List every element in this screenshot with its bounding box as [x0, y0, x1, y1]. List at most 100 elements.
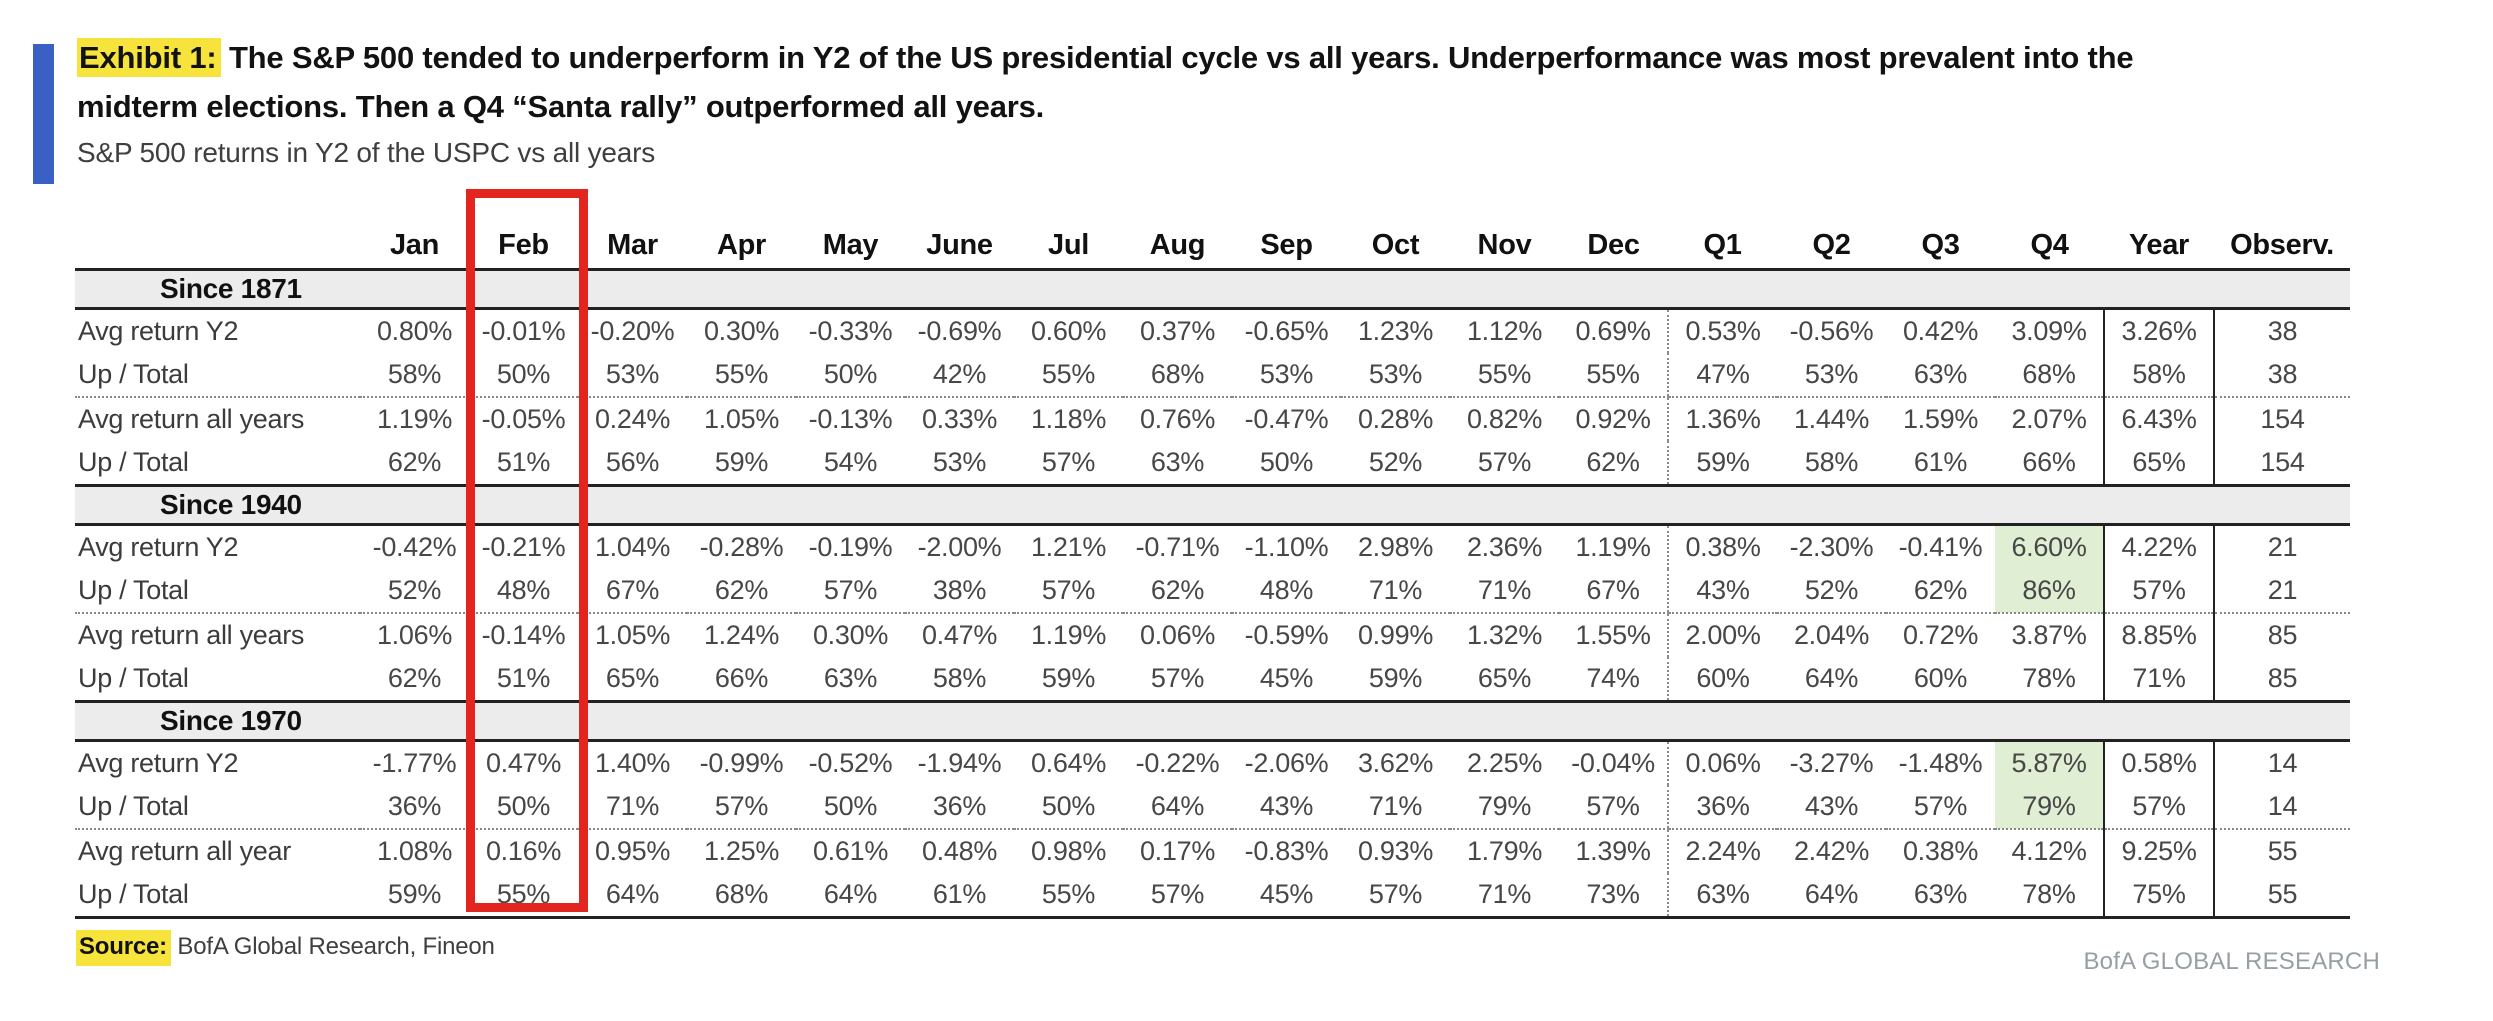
source-line: Source: BofA Global Research, Fineon: [76, 930, 495, 966]
column-header-feb: Feb: [498, 229, 549, 261]
table-cell-june: -0.69%: [917, 316, 1002, 346]
table-cell-year: 57%: [2103, 569, 2215, 614]
source-text: BofA Global Research, Fineon: [170, 933, 495, 960]
table-cell-dec: 67%: [1559, 569, 1668, 614]
table-cell-dec: 1.19%: [1575, 532, 1651, 562]
table-cell-sep: -1.10%: [1244, 532, 1329, 562]
table-cell-apr: -0.28%: [699, 532, 784, 562]
table-cell-q3: 0.42%: [1902, 316, 1979, 346]
table-cell-june: -1.94%: [917, 748, 1002, 778]
table-cell-aug: 57%: [1123, 873, 1232, 919]
table-cell-mar: 1.05%: [594, 620, 671, 650]
exhibit-subtitle: S&P 500 returns in Y2 of the USPC vs all…: [77, 137, 656, 168]
table-cell-jul: 59%: [1041, 663, 1096, 693]
table-cell-mar: 0.95%: [594, 836, 671, 866]
table-cell-nov: 1.79%: [1466, 836, 1543, 866]
table-cell-q2: 2.04%: [1793, 620, 1870, 650]
table-cell-may: -0.19%: [808, 532, 893, 562]
table-cell-apr: 66%: [714, 663, 769, 693]
table-cell-q1: 60%: [1667, 657, 1777, 702]
table-cell-may: 50%: [796, 785, 905, 830]
table-cell-q4: 3.09%: [2011, 316, 2087, 346]
table-cell-year: 58%: [2103, 353, 2215, 398]
section-band-row: Since 1940: [75, 484, 2350, 526]
table-cell-q4: 6.60%: [1995, 524, 2104, 569]
table-cell-sep: 48%: [1232, 569, 1341, 614]
table-cell-feb: 50%: [469, 353, 578, 398]
table-cell-dec: 62%: [1586, 447, 1640, 477]
column-header-oct: Oct: [1371, 229, 1420, 261]
table-row: Up / Total 62% 51% 65% 66% 63% 58% 59% 57% 45% 59%…: [75, 657, 2350, 702]
table-cell-q3: 62%: [1886, 569, 1995, 614]
table-cell-q3: 0.38%: [1902, 836, 1979, 866]
table-cell-mar: 71%: [578, 785, 687, 830]
table-cell-apr: 62%: [687, 569, 796, 614]
table-cell-dec: 74%: [1586, 663, 1640, 693]
column-header-dec: Dec: [1587, 229, 1640, 261]
table-cell-may: -0.33%: [808, 316, 893, 346]
table-row: Avg return Y2 0.80% -0.01% -0.20% 0.30% -0.33…: [75, 308, 2350, 353]
table-row: Avg return all years 1.19% -0.05% 0.24% 1.05…: [75, 397, 2350, 441]
row-label: Up / Total: [78, 447, 189, 477]
table-cell-mar: 65%: [605, 663, 660, 693]
table-cell-q4: 5.87%: [1995, 740, 2104, 785]
column-header-jan: Jan: [389, 229, 440, 261]
table-cell-sep: 50%: [1259, 447, 1314, 477]
table-cell-year: 0.58%: [2103, 740, 2215, 785]
table-cell-june: 58%: [932, 663, 987, 693]
table-cell-aug: 0.17%: [1139, 836, 1216, 866]
table-cell-apr: 57%: [687, 785, 796, 830]
table-cell-june: 38%: [905, 569, 1014, 614]
table-cell-q1: 63%: [1667, 873, 1777, 919]
table-cell-mar: 53%: [578, 353, 687, 398]
table-cell-aug: -0.22%: [1135, 748, 1220, 778]
table-cell-year: 71%: [2103, 657, 2215, 702]
table-cell-dec: 0.69%: [1575, 316, 1651, 346]
section-band-row: Since 1871: [75, 268, 2350, 310]
table-cell-observ: 14: [2267, 748, 2298, 778]
table-cell-jul: 55%: [1014, 353, 1123, 398]
table-cell-feb: 0.47%: [485, 748, 562, 778]
table-cell-jan: 62%: [387, 447, 442, 477]
table-cell-apr: 55%: [687, 353, 796, 398]
table-cell-observ: 85: [2267, 663, 2298, 693]
table-row: Avg return all year 1.08% 0.16% 0.95% 1.25% 0…: [75, 829, 2350, 873]
row-label: Up / Total: [75, 353, 360, 398]
table-cell-jul: 1.18%: [1030, 404, 1107, 434]
table-cell-q1: 0.38%: [1667, 524, 1777, 569]
table-cell-sep: -2.06%: [1244, 748, 1329, 778]
table-cell-sep: 45%: [1232, 873, 1341, 919]
table-cell-mar: -0.20%: [590, 316, 675, 346]
table-cell-q3: -1.48%: [1898, 748, 1983, 778]
table-cell-dec: -0.04%: [1571, 748, 1655, 778]
column-header-apr: Apr: [716, 229, 767, 261]
table-cell-oct: 1.23%: [1357, 316, 1434, 346]
row-label: Up / Total: [75, 569, 360, 614]
table-cell-observ: 38: [2267, 316, 2298, 346]
table-cell-q4: 68%: [1995, 353, 2104, 398]
table-cell-oct: 52%: [1368, 447, 1423, 477]
table-cell-may: 0.61%: [812, 836, 889, 866]
table-cell-jan: 0.80%: [376, 316, 453, 346]
table-cell-feb: -0.05%: [481, 404, 566, 434]
table-cell-jul: 1.19%: [1030, 620, 1107, 650]
table-cell-june: 0.33%: [921, 404, 998, 434]
table-cell-q2: 64%: [1777, 873, 1886, 919]
table-cell-oct: 53%: [1341, 353, 1450, 398]
table-cell-mar: 1.04%: [594, 532, 671, 562]
table-cell-jan: -0.42%: [372, 532, 457, 562]
table-cell-oct: 71%: [1341, 785, 1450, 830]
column-header-q1: Q1: [1703, 229, 1742, 261]
table-cell-q3: 57%: [1886, 785, 1995, 830]
table-cell-sep: -0.59%: [1244, 620, 1329, 650]
table-cell-mar: 0.24%: [594, 404, 671, 434]
table-cell-q4: 4.12%: [2011, 836, 2087, 866]
table-row: Up / Total 59% 55% 64% 68% 64% 61% 55% 57% 45% 57%…: [75, 873, 2350, 919]
exhibit-title-text-1: The S&P 500 tended to underperform in Y2…: [228, 40, 2134, 75]
table-cell-q4: 86%: [1995, 569, 2104, 614]
table-row: Up / Total 62% 51% 56% 59% 54% 53% 57% 63% 50% 52%…: [75, 441, 2350, 486]
table-row: Up / Total 36% 50% 71% 57% 50% 36% 50% 64% 43% 71%…: [75, 785, 2350, 830]
table-cell-observ: 154: [2260, 404, 2305, 434]
column-header-mar: Mar: [607, 229, 658, 261]
table-cell-apr: 59%: [714, 447, 769, 477]
